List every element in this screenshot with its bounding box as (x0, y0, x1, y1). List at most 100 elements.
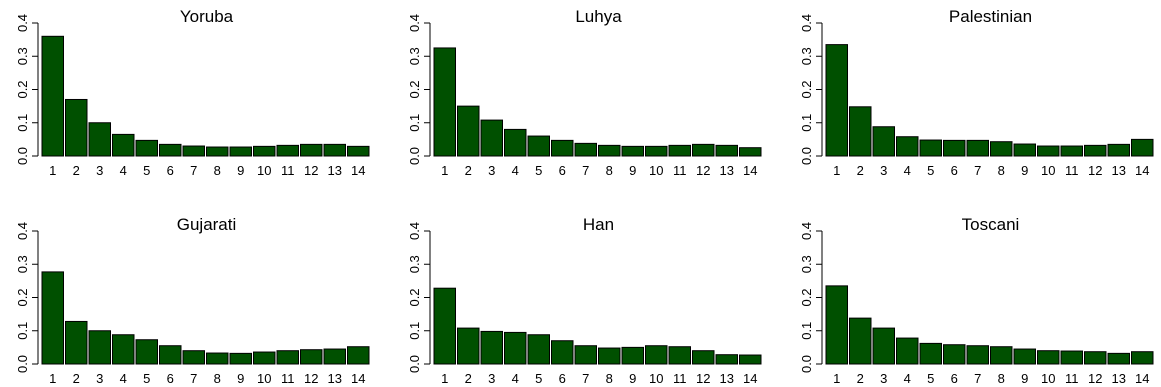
x-tick-label: 13 (328, 371, 342, 386)
x-tick-label: 5 (927, 163, 934, 178)
x-tick-label: 7 (190, 371, 197, 386)
x-tick-label: 8 (998, 371, 1005, 386)
bar (943, 139, 966, 157)
x-tick-label: 8 (998, 163, 1005, 178)
bar (1084, 144, 1107, 157)
bar (112, 334, 135, 365)
x-tick-label: 6 (167, 371, 174, 386)
panel-title: Luhya (575, 7, 622, 26)
x-tick-label: 2 (857, 163, 864, 178)
bar (872, 126, 895, 157)
bar (347, 346, 370, 365)
x-tick-label: 5 (535, 163, 542, 178)
bar (645, 145, 668, 157)
bar (849, 106, 872, 157)
y-tick-label: 0.3 (15, 255, 30, 273)
bar (112, 133, 135, 157)
bar (1107, 143, 1130, 157)
y-tick-label: 0.4 (15, 14, 30, 32)
bar (668, 144, 691, 157)
x-tick-label: 8 (606, 163, 613, 178)
bar (825, 285, 848, 365)
x-tick-label: 9 (1021, 163, 1028, 178)
bar (88, 330, 111, 365)
x-tick-label: 6 (951, 371, 958, 386)
x-tick-label: 4 (120, 371, 127, 386)
bar (715, 144, 738, 157)
y-tick-label: 0.2 (799, 80, 814, 98)
bar (229, 352, 252, 365)
x-tick-label: 6 (559, 163, 566, 178)
x-tick-label: 8 (606, 371, 613, 386)
bar (1084, 351, 1107, 365)
bar (1060, 145, 1083, 157)
x-tick-label: 6 (167, 163, 174, 178)
bar (739, 147, 762, 157)
x-tick-label: 1 (833, 371, 840, 386)
y-tick-label: 0.1 (799, 322, 814, 340)
x-tick-label: 10 (257, 163, 271, 178)
y-tick-label: 0.4 (407, 14, 422, 32)
bar (825, 44, 848, 157)
x-tick-label: 10 (1041, 163, 1055, 178)
bar (65, 98, 88, 157)
x-tick-label: 13 (328, 163, 342, 178)
x-tick-label: 12 (1088, 371, 1102, 386)
bar (1131, 351, 1154, 365)
x-tick-label: 6 (951, 163, 958, 178)
bar (621, 145, 644, 157)
x-tick-label: 2 (73, 163, 80, 178)
bar (65, 320, 88, 365)
bar (574, 345, 597, 365)
x-tick-label: 4 (904, 371, 911, 386)
x-tick-label: 9 (1021, 371, 1028, 386)
x-tick-label: 14 (351, 163, 365, 178)
x-tick-label: 13 (1112, 371, 1126, 386)
bar (182, 350, 205, 365)
x-tick-label: 3 (96, 163, 103, 178)
bar (919, 139, 942, 157)
x-tick-label: 11 (281, 163, 295, 178)
y-tick-label: 0.3 (799, 255, 814, 273)
bar (347, 145, 370, 157)
y-tick-label: 0.1 (407, 322, 422, 340)
x-tick-label: 14 (743, 371, 757, 386)
y-tick-label: 0.0 (15, 147, 30, 165)
bar (872, 327, 895, 365)
bar (457, 105, 480, 157)
x-tick-label: 11 (1065, 371, 1079, 386)
x-tick-label: 10 (649, 371, 663, 386)
y-tick-label: 0.3 (15, 47, 30, 65)
bar (1131, 138, 1154, 157)
bar (1107, 352, 1130, 365)
bar (504, 331, 527, 365)
y-tick-label: 0.3 (407, 47, 422, 65)
x-tick-label: 14 (1135, 371, 1149, 386)
bar (715, 354, 738, 365)
bar (433, 47, 456, 157)
x-tick-label: 4 (904, 163, 911, 178)
x-tick-label: 9 (629, 371, 636, 386)
bar (739, 354, 762, 365)
bar (990, 141, 1013, 157)
panel-title: Han (583, 215, 614, 234)
x-tick-label: 2 (857, 371, 864, 386)
x-tick-label: 9 (237, 371, 244, 386)
bar (457, 327, 480, 365)
x-tick-label: 13 (720, 371, 734, 386)
x-tick-label: 10 (257, 371, 271, 386)
x-tick-label: 14 (351, 371, 365, 386)
bar (276, 144, 299, 157)
x-tick-label: 7 (582, 371, 589, 386)
panel-title: Palestinian (949, 7, 1032, 26)
y-tick-label: 0.2 (15, 80, 30, 98)
bar (159, 143, 182, 157)
y-tick-label: 0.0 (799, 355, 814, 373)
bar (1013, 143, 1036, 157)
x-tick-label: 7 (974, 163, 981, 178)
x-tick-label: 5 (143, 371, 150, 386)
panel-title: Toscani (962, 215, 1020, 234)
bar (551, 139, 574, 157)
x-tick-label: 12 (1088, 163, 1102, 178)
